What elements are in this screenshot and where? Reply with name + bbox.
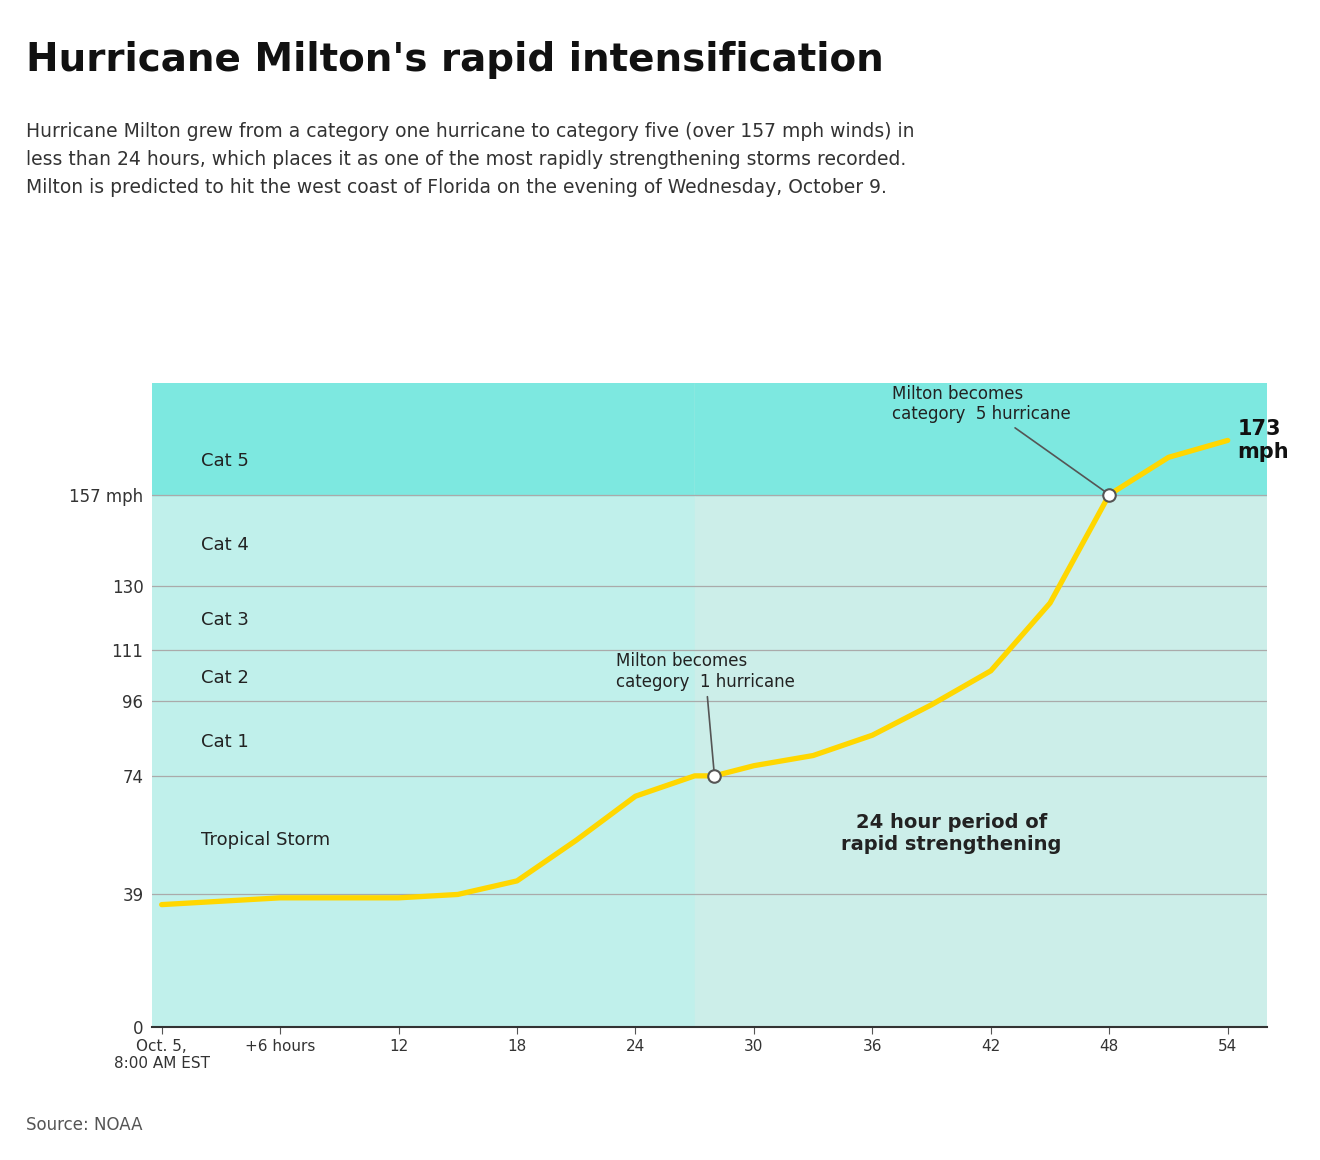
Text: Milton becomes
category  1 hurricane: Milton becomes category 1 hurricane — [615, 652, 795, 773]
Text: Cat 4: Cat 4 — [201, 536, 249, 554]
Text: Cat 5: Cat 5 — [201, 451, 249, 470]
Text: Cat 1: Cat 1 — [201, 733, 249, 751]
Text: Cat 3: Cat 3 — [201, 611, 249, 629]
Text: Cat 2: Cat 2 — [201, 668, 249, 687]
Bar — [152, 383, 1267, 494]
Text: Hurricane Milton grew from a category one hurricane to category five (over 157 m: Hurricane Milton grew from a category on… — [26, 122, 915, 197]
Bar — [694, 383, 1267, 1027]
Text: Milton becomes
category  5 hurricane: Milton becomes category 5 hurricane — [892, 385, 1107, 493]
Text: Source: NOAA: Source: NOAA — [26, 1116, 143, 1134]
Text: 173
mph: 173 mph — [1238, 419, 1290, 462]
Text: 24 hour period of
rapid strengthening: 24 hour period of rapid strengthening — [841, 813, 1061, 854]
Text: Tropical Storm: Tropical Storm — [201, 832, 330, 849]
Text: Hurricane Milton's rapid intensification: Hurricane Milton's rapid intensification — [26, 41, 884, 79]
Bar — [694, 383, 1267, 494]
